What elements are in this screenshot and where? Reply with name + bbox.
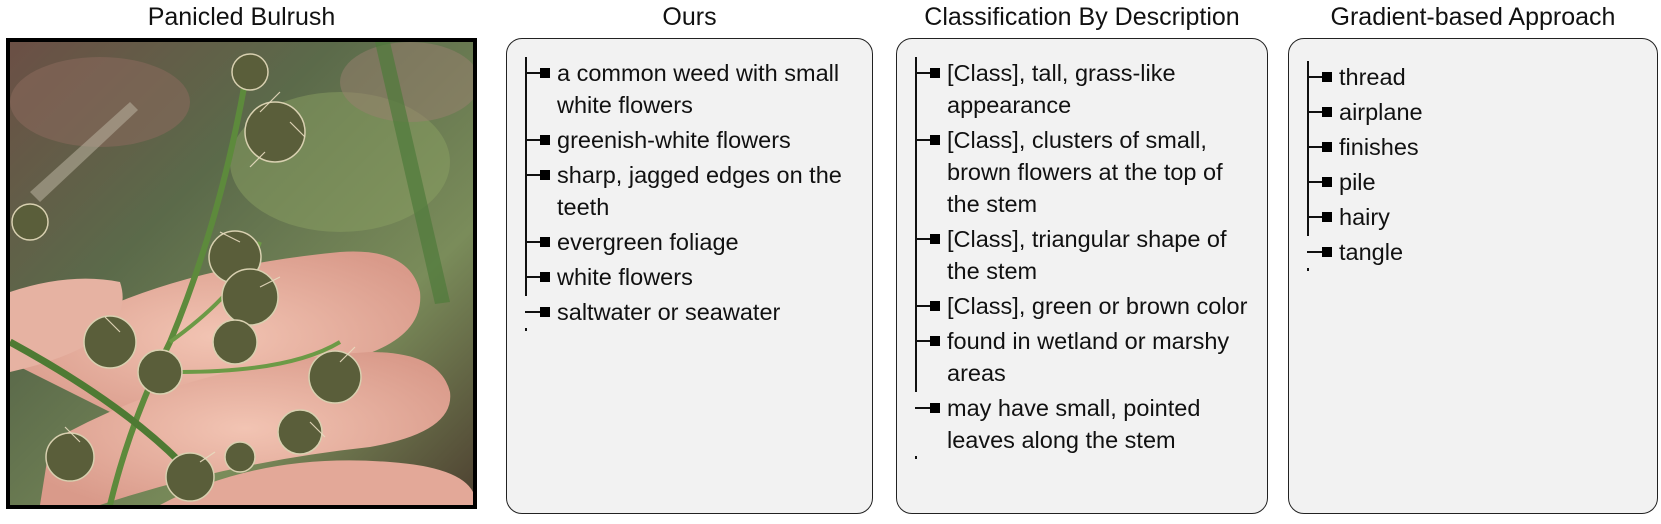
item-text: tangle (1339, 239, 1404, 265)
attribute-tree: [Class], tall, grass-like appearance [Cl… (915, 57, 1261, 459)
list-item: greenish-white flowers (527, 124, 866, 156)
panel-gradient: thread airplane finishes pile hairy tang… (1288, 38, 1658, 514)
list-item: [Class], tall, grass-like appearance (917, 57, 1261, 121)
list-item: hairy (1309, 201, 1651, 233)
item-text: [Class], tall, grass-like appearance (947, 60, 1176, 118)
panel-classification: [Class], tall, grass-like appearance [Cl… (896, 38, 1268, 514)
list-item: [Class], triangular shape of the stem (917, 223, 1261, 287)
panel-ours: a common weed with small white flowers g… (506, 38, 873, 514)
list-item: thread (1309, 61, 1651, 93)
list-item: white flowers (527, 261, 866, 293)
list-item: may have small, pointed leaves along the… (915, 392, 1261, 456)
list-item: [Class], clusters of small, brown flower… (917, 124, 1261, 220)
item-text: found in wetland or marshy areas (947, 328, 1230, 386)
item-text: white flowers (557, 264, 693, 290)
panel-title-gradient: Gradient-based Approach (1330, 3, 1616, 31)
attribute-tree: a common weed with small white flowers g… (525, 57, 866, 331)
plant-photo-icon (10, 42, 473, 505)
list-item: pile (1309, 166, 1651, 198)
attribute-tree: thread airplane finishes pile hairy tang… (1307, 61, 1651, 271)
item-text: [Class], triangular shape of the stem (947, 226, 1227, 284)
item-text: evergreen foliage (557, 229, 739, 255)
item-text: [Class], green or brown color (947, 293, 1248, 319)
panel-title-classification: Classification By Description (924, 3, 1240, 31)
list-item: found in wetland or marshy areas (917, 325, 1261, 389)
list-item: a common weed with small white flowers (527, 57, 866, 121)
item-text: may have small, pointed leaves along the… (947, 395, 1201, 453)
item-text: finishes (1339, 134, 1419, 160)
item-text: greenish-white flowers (557, 127, 791, 153)
item-text: airplane (1339, 99, 1423, 125)
list-item: tangle (1307, 236, 1651, 268)
item-text: hairy (1339, 204, 1390, 230)
list-item: evergreen foliage (527, 226, 866, 258)
item-text: a common weed with small white flowers (557, 60, 840, 118)
list-item: sharp, jagged edges on the teeth (527, 159, 866, 223)
plant-photo (6, 38, 477, 509)
list-item: finishes (1309, 131, 1651, 163)
list-item: airplane (1309, 96, 1651, 128)
list-item: [Class], green or brown color (917, 290, 1261, 322)
item-text: pile (1339, 169, 1376, 195)
item-text: thread (1339, 64, 1406, 90)
image-title: Panicled Bulrush (147, 3, 336, 31)
item-text: [Class], clusters of small, brown flower… (947, 127, 1223, 217)
item-text: saltwater or seawater (557, 299, 781, 325)
panel-title-ours: Ours (662, 3, 717, 31)
item-text: sharp, jagged edges on the teeth (557, 162, 842, 220)
list-item: saltwater or seawater (525, 296, 866, 328)
